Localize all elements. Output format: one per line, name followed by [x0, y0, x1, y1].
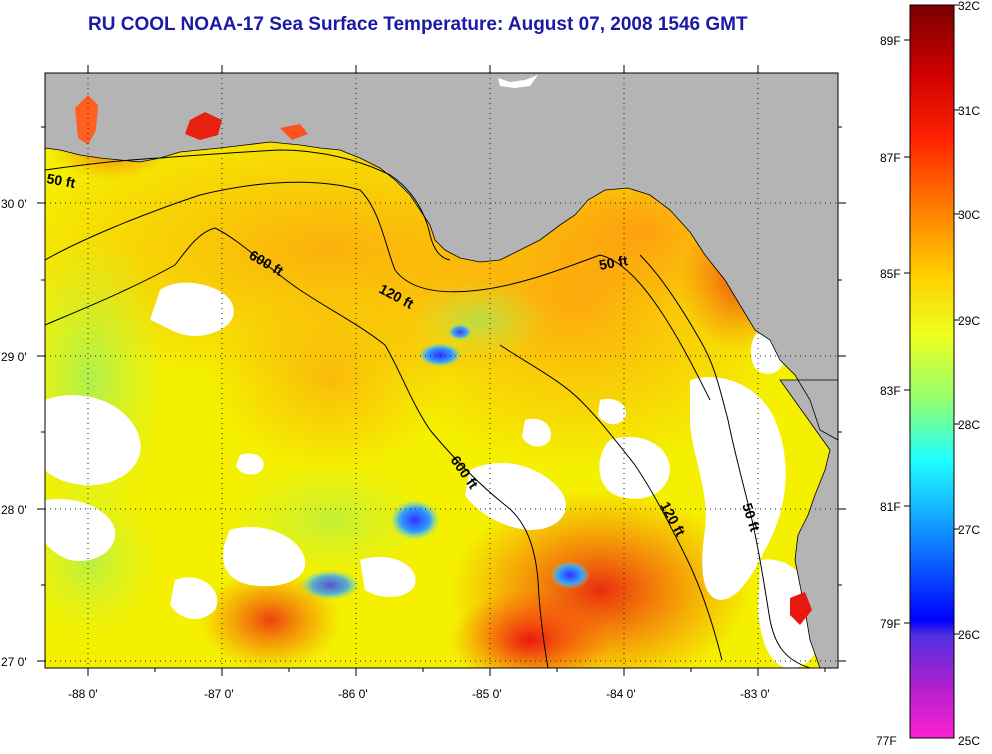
lon-label: -84 0' — [606, 687, 636, 701]
map-title: RU COOL NOAA-17 Sea Surface Temperature:… — [88, 14, 748, 35]
longitude-labels: -88 0' -87 0' -86 0' -85 0' -84 0' -83 0… — [68, 687, 770, 701]
land-mass — [45, 73, 838, 668]
graticule — [45, 73, 838, 668]
c-label: 31C — [958, 104, 980, 118]
f-label: 77F — [876, 734, 897, 748]
c-label: 32C — [958, 0, 980, 13]
f-label: 81F — [880, 500, 901, 514]
f-label: 87F — [880, 151, 901, 165]
contour-50ft-west — [45, 149, 451, 261]
c-label: 29C — [958, 314, 980, 328]
coastal-bays — [75, 95, 812, 625]
colorbar-bar — [909, 4, 955, 739]
colorbar-celsius-labels: 32C 31C 30C 29C 28C 27C 26C 25C — [958, 0, 980, 748]
lat-label: 29 0' — [1, 350, 27, 364]
lon-label: -87 0' — [204, 687, 234, 701]
depth-contours — [45, 149, 811, 668]
lat-label: 28 0' — [1, 503, 27, 517]
lat-label: 27 0' — [1, 655, 27, 669]
c-label: 25C — [958, 734, 980, 748]
f-label: 83F — [880, 384, 901, 398]
contour-label-50ft-ne: 50 ft — [598, 252, 629, 273]
map-frame — [44, 72, 839, 669]
lon-label: -85 0' — [472, 687, 502, 701]
c-label: 26C — [958, 628, 980, 642]
contour-600ft — [45, 227, 549, 668]
lon-label: -83 0' — [740, 687, 770, 701]
contour-label-50ft-w: 50 ft — [45, 170, 76, 191]
f-label: 79F — [880, 617, 901, 631]
latitude-labels: 27 0' 28 0' 29 0' 30 0' — [1, 197, 27, 669]
c-label: 27C — [958, 523, 980, 537]
contour-120ft-east — [499, 344, 723, 661]
contour-120ft — [45, 181, 711, 401]
colorbar: 89F 87F 85F 83F 81F 79F 77F 32C 31C 30C … — [876, 0, 980, 748]
contour-50ft-east — [639, 254, 811, 668]
tick-marks — [37, 65, 846, 676]
lon-label: -88 0' — [68, 687, 98, 701]
c-label: 28C — [958, 418, 980, 432]
map-area — [45, 73, 838, 668]
colorbar-fahrenheit-labels: 89F 87F 85F 83F 81F 79F 77F — [876, 34, 901, 748]
f-label: 89F — [880, 34, 901, 48]
c-label: 30C — [958, 208, 980, 222]
lat-label: 30 0' — [1, 197, 27, 211]
f-label: 85F — [880, 267, 901, 281]
island — [498, 75, 538, 88]
lon-label: -86 0' — [338, 687, 368, 701]
